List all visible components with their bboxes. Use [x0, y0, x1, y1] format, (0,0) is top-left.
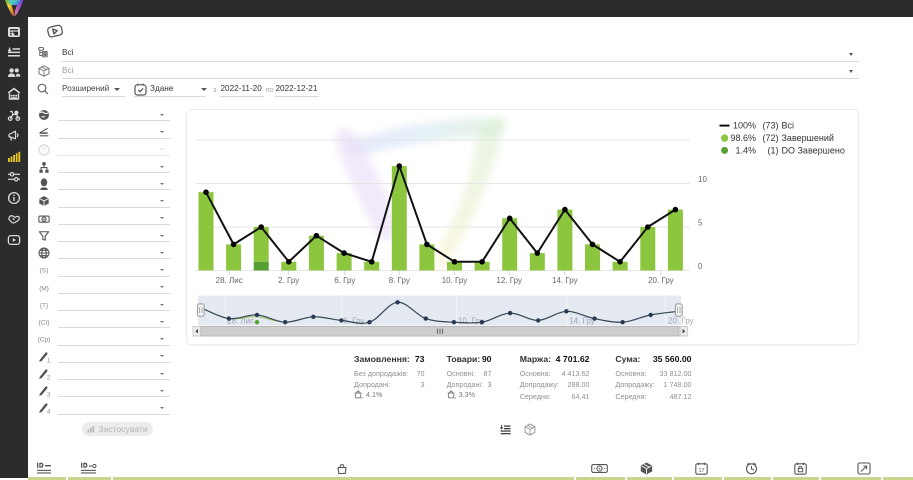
svg-text:12. Гру: 12. Гру — [496, 276, 522, 285]
svg-text:2. Гру: 2. Гру — [278, 276, 299, 285]
svg-text:{S}: {S} — [40, 268, 50, 275]
svg-text:4: 4 — [47, 410, 50, 415]
svg-text:x: x — [454, 395, 456, 399]
svg-text:(1): (1) — [768, 145, 779, 155]
svg-text:100%: 100% — [733, 121, 756, 131]
svg-text:14. Гру: 14. Гру — [552, 276, 578, 285]
svg-text:(73): (73) — [762, 121, 778, 131]
svg-text:10. Гру: 10. Гру — [458, 317, 484, 326]
svg-text:Завершений: Завершений — [782, 133, 834, 143]
svg-text:20. Гру: 20. Гру — [668, 317, 694, 326]
svg-text:0: 0 — [698, 262, 703, 271]
svg-text:10. Гру: 10. Гру — [442, 276, 468, 285]
svg-text:6. Гру: 6. Гру — [334, 276, 355, 285]
svg-text:6. Гру: 6. Гру — [343, 317, 364, 326]
svg-text:{M}: {M} — [39, 285, 50, 292]
svg-text:(72): (72) — [762, 133, 778, 143]
svg-text:1.4%: 1.4% — [735, 145, 756, 155]
svg-text:DO Завершено: DO Завершено — [782, 145, 845, 155]
svg-text:x: x — [361, 395, 363, 399]
svg-text:28. Лис: 28. Лис — [216, 276, 243, 285]
svg-text:14. Гру: 14. Гру — [569, 317, 595, 326]
svg-text:10: 10 — [698, 175, 707, 184]
svg-text:Всі: Всі — [782, 121, 795, 131]
svg-text:3: 3 — [47, 393, 50, 398]
svg-text:{Cp}: {Cp} — [38, 337, 50, 344]
svg-text:98.6%: 98.6% — [730, 133, 756, 143]
svg-text:17: 17 — [698, 468, 704, 474]
svg-text:{T}: {T} — [40, 303, 49, 310]
svg-text:1: 1 — [47, 358, 50, 363]
svg-text:28. Лис: 28. Лис — [227, 317, 254, 326]
svg-text:{Ct}: {Ct} — [39, 320, 50, 327]
svg-text:2: 2 — [47, 375, 50, 380]
svg-text:20. Гру: 20. Гру — [648, 276, 674, 285]
svg-text:?: ? — [42, 146, 46, 154]
svg-text:5: 5 — [698, 218, 703, 227]
svg-text:8. Гру: 8. Гру — [389, 276, 410, 285]
